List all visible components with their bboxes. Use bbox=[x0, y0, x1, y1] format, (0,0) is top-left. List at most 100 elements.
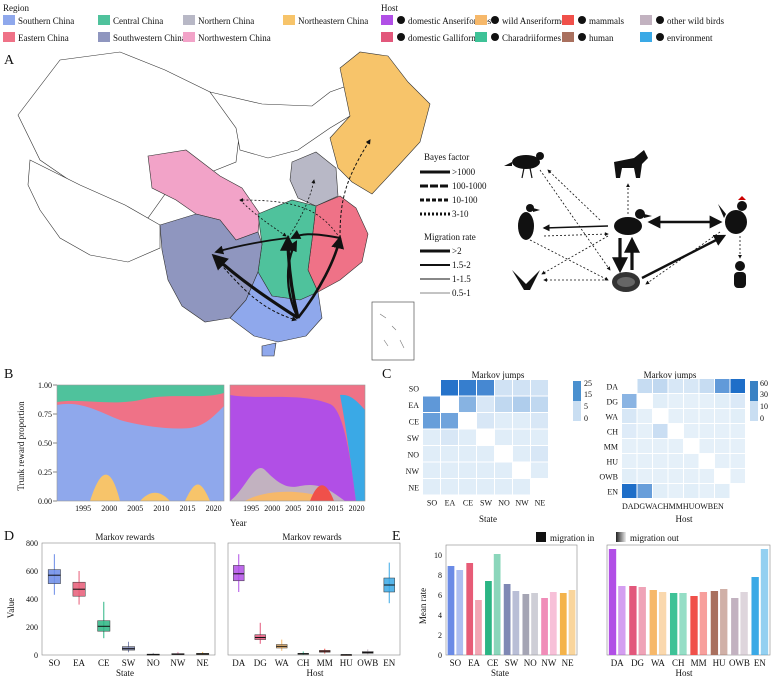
host-swatch bbox=[562, 32, 574, 42]
heatmap-cell bbox=[441, 380, 458, 396]
heatmap-cell bbox=[441, 446, 458, 462]
host-swatch bbox=[381, 32, 393, 42]
region-tibet bbox=[27, 159, 161, 263]
region-northern bbox=[289, 151, 339, 207]
y-tick-label: 0.50 bbox=[38, 439, 52, 448]
host-swatch bbox=[475, 15, 487, 25]
host-legend-item: domestic Anseriformes bbox=[381, 15, 492, 26]
heatmap-cell bbox=[622, 394, 637, 408]
heatmap-cell bbox=[459, 429, 476, 445]
heatmap-cell bbox=[699, 394, 714, 408]
x-tick-label: CH bbox=[297, 658, 310, 668]
heatmap-cell bbox=[730, 484, 745, 498]
cormorant-icon bbox=[518, 204, 540, 240]
heatmap-cell bbox=[531, 429, 548, 445]
x-tick-label: 2010 bbox=[306, 504, 322, 513]
host-legend-label: human bbox=[589, 33, 614, 43]
boxplot-host: DA DG WA CH MM HU OWB EN bbox=[227, 542, 401, 668]
heatmap-cell bbox=[531, 462, 548, 478]
bar-migration-out bbox=[456, 570, 464, 655]
heatmap-row-label: NE bbox=[408, 483, 419, 492]
heatmap-row-label: MM bbox=[604, 443, 618, 452]
heatmap-cell bbox=[423, 446, 440, 462]
heatmap-cell bbox=[459, 380, 476, 396]
duck-icon bbox=[397, 16, 405, 24]
host-legend-item: other wild birds bbox=[640, 15, 724, 26]
heatmap-row-label: NO bbox=[407, 450, 419, 459]
x-tick-label: EN bbox=[754, 658, 766, 668]
heatmap-cell bbox=[699, 484, 714, 498]
y-tick-label: 200 bbox=[26, 623, 38, 632]
region-legend-label: Southern China bbox=[18, 16, 74, 26]
x-tick-label: DG bbox=[254, 658, 267, 668]
heatmap-col-label: EA bbox=[445, 499, 456, 508]
host-swatch bbox=[475, 32, 487, 42]
panel-label-a: A bbox=[4, 53, 15, 68]
heatmap-cell bbox=[622, 484, 637, 498]
heatmap-col-labels: DADGWACHMMHUOWBEN bbox=[622, 502, 724, 511]
migration-item-1: >2 bbox=[452, 246, 462, 256]
x-tick-label: EA bbox=[468, 658, 480, 668]
heatmap-row-label: EA bbox=[408, 401, 419, 410]
host-legend-item: environment bbox=[640, 32, 713, 43]
heatmap-cell bbox=[715, 454, 730, 468]
region-swatch bbox=[283, 15, 295, 25]
heatmap-cell bbox=[477, 413, 494, 429]
heatmap-cell bbox=[730, 439, 745, 453]
svg-text:25: 25 bbox=[584, 379, 592, 388]
x-tick-label: HU bbox=[340, 658, 353, 668]
y-tick-label: 0 bbox=[34, 651, 38, 660]
region-swatch bbox=[98, 32, 110, 42]
heatmap-row-label: NW bbox=[406, 467, 420, 476]
bar-migration-out bbox=[638, 587, 646, 655]
region-legend-item: Northern China bbox=[183, 15, 254, 26]
heatmap-cell bbox=[715, 394, 730, 408]
bar-migration-in bbox=[669, 593, 678, 655]
region-legend-item: Southern China bbox=[3, 15, 74, 26]
wild-duck-icon bbox=[491, 16, 499, 24]
heatmap-col-label: NO bbox=[498, 499, 510, 508]
heatmap-cell bbox=[684, 394, 699, 408]
host-legend-item: mammals bbox=[562, 15, 624, 26]
human-icon bbox=[734, 261, 746, 288]
heatmap-cell bbox=[637, 424, 652, 438]
heatmap-cell bbox=[423, 462, 440, 478]
x-tick-label: 2015 bbox=[179, 504, 195, 513]
bar-migration-out bbox=[658, 592, 667, 655]
heatmap-cell bbox=[441, 429, 458, 445]
bar-migration-in bbox=[649, 590, 657, 655]
bayes-item-3: 10-100 bbox=[452, 195, 478, 205]
heatmap-cell bbox=[730, 469, 745, 483]
stream-state bbox=[56, 384, 225, 502]
bar-migration-in bbox=[731, 598, 739, 655]
x-tick-label: WA bbox=[651, 658, 665, 668]
panel-b-ylabel: Trunk reward proportion bbox=[16, 401, 26, 491]
heatmap-cell bbox=[637, 394, 652, 408]
heatmap-row-label: DG bbox=[606, 398, 618, 407]
heatmap-cell bbox=[459, 446, 476, 462]
heatmap-cell bbox=[668, 454, 683, 468]
box bbox=[233, 565, 245, 582]
x-tick-label: SW bbox=[122, 658, 136, 668]
panel-e-xlabel-left: State bbox=[491, 668, 509, 678]
heatmap-cell bbox=[684, 409, 699, 423]
svg-text:60: 60 bbox=[760, 379, 768, 388]
x-tick-label: 2010 bbox=[153, 504, 169, 513]
heatmap-cell bbox=[684, 484, 699, 498]
region-northeastern bbox=[329, 51, 431, 195]
svg-text:0: 0 bbox=[584, 414, 588, 423]
heatmap-cell bbox=[653, 409, 668, 423]
y-tick-label: 800 bbox=[26, 539, 38, 548]
heatmap-cell bbox=[423, 429, 440, 445]
x-tick-label: 2005 bbox=[285, 504, 301, 513]
heatmap-cell bbox=[684, 439, 699, 453]
bar-migration-out bbox=[549, 592, 557, 655]
migration-item-4: 0.5-1 bbox=[452, 288, 471, 298]
x-tick-label: 2020 bbox=[206, 504, 222, 513]
y-tick-label: 10 bbox=[434, 551, 442, 560]
x-tick-label: SO bbox=[49, 658, 61, 668]
svg-text:30: 30 bbox=[760, 390, 768, 399]
plot-frame bbox=[41, 542, 216, 656]
y-tick-label: 0 bbox=[438, 651, 442, 660]
bar-migration-in bbox=[608, 549, 617, 655]
